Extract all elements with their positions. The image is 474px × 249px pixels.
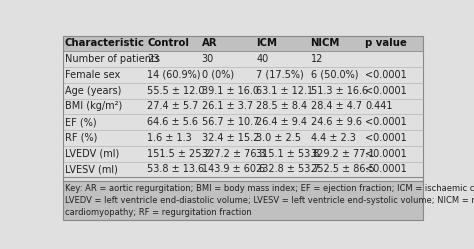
- Bar: [63, 36, 423, 180]
- Text: NICM: NICM: [310, 39, 340, 49]
- Text: <0.0001: <0.0001: [365, 86, 407, 96]
- Text: LVESV (ml): LVESV (ml): [65, 164, 118, 174]
- Text: <0.0001: <0.0001: [365, 164, 407, 174]
- Text: Control: Control: [147, 39, 190, 49]
- Text: 28.4 ± 4.7: 28.4 ± 4.7: [310, 101, 362, 112]
- Text: 3.0 ± 2.5: 3.0 ± 2.5: [256, 133, 301, 143]
- Text: 64.6 ± 5.6: 64.6 ± 5.6: [147, 117, 199, 127]
- Text: 329.2 ± 77.1: 329.2 ± 77.1: [310, 149, 374, 159]
- Bar: [63, 181, 423, 220]
- Text: 6 (50.0%): 6 (50.0%): [310, 70, 358, 80]
- Text: 143.9 ± 60.6: 143.9 ± 60.6: [202, 164, 265, 174]
- Text: 252.5 ± 86.5: 252.5 ± 86.5: [310, 164, 374, 174]
- Text: 32.4 ± 15.2: 32.4 ± 15.2: [202, 133, 259, 143]
- Text: 55.5 ± 12.0: 55.5 ± 12.0: [147, 86, 205, 96]
- Text: Characteristic: Characteristic: [65, 39, 145, 49]
- Text: 39.1 ± 16.0: 39.1 ± 16.0: [202, 86, 259, 96]
- Text: 151.5 ± 25.2: 151.5 ± 25.2: [147, 149, 211, 159]
- Text: 327.2 ± 76.3: 327.2 ± 76.3: [202, 149, 265, 159]
- Text: 53.8 ± 13.6: 53.8 ± 13.6: [147, 164, 205, 174]
- Text: 0.441: 0.441: [365, 101, 392, 112]
- Text: 26.1 ± 3.7: 26.1 ± 3.7: [202, 101, 253, 112]
- Text: EF (%): EF (%): [65, 117, 96, 127]
- Text: 232.8 ± 53.7: 232.8 ± 53.7: [256, 164, 320, 174]
- Text: 12: 12: [310, 54, 323, 64]
- Text: AR: AR: [202, 39, 218, 49]
- Text: p value: p value: [365, 39, 407, 49]
- Text: <0.0001: <0.0001: [365, 117, 407, 127]
- Text: 40: 40: [256, 54, 268, 64]
- Text: 56.7 ± 10.7: 56.7 ± 10.7: [202, 117, 259, 127]
- Text: 0 (0%): 0 (0%): [202, 70, 234, 80]
- Text: 23: 23: [147, 54, 160, 64]
- Text: 24.6 ± 9.6: 24.6 ± 9.6: [310, 117, 362, 127]
- Text: Number of patients: Number of patients: [65, 54, 160, 64]
- Text: Key: AR = aortic regurgitation; BMI = body mass index; EF = ejection fraction; I: Key: AR = aortic regurgitation; BMI = bo…: [65, 184, 474, 217]
- Text: LVEDV (ml): LVEDV (ml): [65, 149, 119, 159]
- Text: 30: 30: [202, 54, 214, 64]
- Text: 27.4 ± 5.7: 27.4 ± 5.7: [147, 101, 199, 112]
- Text: RF (%): RF (%): [65, 133, 97, 143]
- Text: 7 (17.5%): 7 (17.5%): [256, 70, 304, 80]
- Text: <0.0001: <0.0001: [365, 133, 407, 143]
- Text: Female sex: Female sex: [65, 70, 120, 80]
- Text: 4.4 ± 2.3: 4.4 ± 2.3: [310, 133, 356, 143]
- Text: Age (years): Age (years): [65, 86, 121, 96]
- Text: 14 (60.9%): 14 (60.9%): [147, 70, 201, 80]
- Text: <0.0001: <0.0001: [365, 149, 407, 159]
- Text: 51.3 ± 16.6: 51.3 ± 16.6: [310, 86, 368, 96]
- Text: <0.0001: <0.0001: [365, 70, 407, 80]
- Bar: [63, 36, 423, 51]
- Text: 1.6 ± 1.3: 1.6 ± 1.3: [147, 133, 192, 143]
- Text: ICM: ICM: [256, 39, 277, 49]
- Text: 28.5 ± 8.4: 28.5 ± 8.4: [256, 101, 307, 112]
- Text: BMI (kg/m²): BMI (kg/m²): [65, 101, 122, 112]
- Text: 26.4 ± 9.4: 26.4 ± 9.4: [256, 117, 307, 127]
- Text: 315.1 ± 53.8: 315.1 ± 53.8: [256, 149, 319, 159]
- Text: 63.1 ± 12.1: 63.1 ± 12.1: [256, 86, 313, 96]
